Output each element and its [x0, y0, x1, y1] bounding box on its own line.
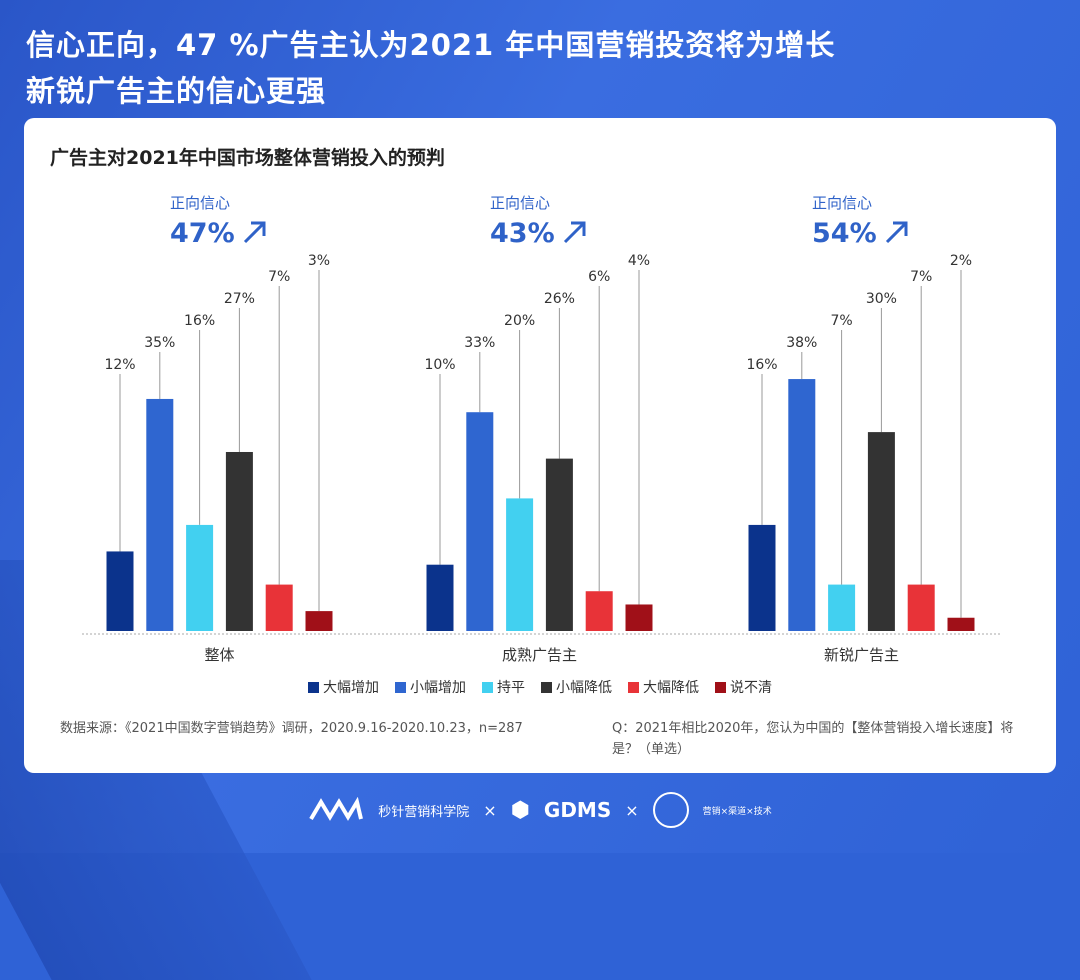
- bar-小幅增加: [146, 398, 174, 631]
- bar-大幅降低: [265, 584, 293, 631]
- data-label: 12%: [104, 357, 135, 373]
- data-label: 30%: [866, 291, 897, 307]
- data-label: 26%: [544, 291, 575, 307]
- legend-label: 大幅降低: [643, 680, 699, 696]
- source-note: 数据来源：《2021中国数字营销趋势》调研，2020.9.16-2020.10.…: [60, 721, 523, 736]
- legend-label: 持平: [497, 680, 525, 696]
- legend-item: 持平: [482, 677, 525, 697]
- bar-大幅降低: [585, 591, 613, 631]
- data-label: 38%: [786, 335, 817, 351]
- bar-持平: [828, 584, 856, 631]
- data-label: 4%: [628, 253, 650, 269]
- bar-chart: 12% 35% 16% 27% 7% 3% 整体 正向信心 47% 10% 33% 20% 26% 6% 4…: [82, 194, 1000, 664]
- bar-小幅降低: [867, 432, 895, 631]
- legend-swatch: [628, 681, 639, 693]
- positive-confidence-value: 43%: [490, 218, 555, 249]
- legend: 大幅增加 小幅增加 持平 小幅降低 大幅降低 说不清: [0, 677, 1080, 697]
- media360-logo-icon: [652, 792, 689, 828]
- arrow-up-right-icon: [563, 221, 586, 244]
- legend-label: 小幅降低: [556, 680, 612, 696]
- category-label: 新锐广告主: [824, 646, 899, 664]
- bar-持平: [186, 524, 214, 631]
- separator: ×: [625, 800, 639, 820]
- positive-confidence-label: 正向信心: [170, 194, 230, 212]
- page-title-line2: 新锐广告主的信心更强: [26, 74, 327, 108]
- bar-小幅降低: [225, 451, 253, 631]
- chart-title: 广告主对2021年中国市场整体营销投入的预判: [50, 147, 445, 169]
- data-label: 10%: [424, 357, 455, 373]
- data-label: 33%: [464, 335, 495, 351]
- data-label: 16%: [184, 313, 215, 329]
- legend-item: 小幅降低: [541, 677, 612, 697]
- positive-confidence-value: 54%: [812, 218, 877, 249]
- positive-confidence-value: 47%: [170, 218, 235, 249]
- brand-media360: 营销×渠道×技术: [702, 806, 772, 817]
- bar-说不清: [625, 604, 653, 631]
- legend-swatch: [395, 681, 406, 693]
- category-label: 成熟广告主: [502, 646, 577, 664]
- legend-swatch: [715, 681, 726, 693]
- brand-miaozhen: 秒针营销科学院: [378, 804, 470, 820]
- data-label: 7%: [268, 269, 290, 285]
- separator: ×: [483, 800, 497, 820]
- data-label: 6%: [588, 269, 610, 285]
- gdms-logo-icon: ⬢: [510, 797, 530, 823]
- arrow-up-right-icon: [243, 221, 266, 244]
- data-label: 35%: [144, 335, 175, 351]
- legend-label: 大幅增加: [323, 680, 379, 696]
- legend-item: 大幅增加: [308, 677, 379, 697]
- bar-大幅增加: [426, 564, 454, 631]
- legend-swatch: [541, 681, 552, 693]
- data-label: 7%: [910, 269, 932, 285]
- bar-小幅增加: [466, 412, 494, 631]
- legend-item: 大幅降低: [628, 677, 699, 697]
- bar-小幅降低: [545, 458, 573, 631]
- legend-item: 说不清: [715, 677, 772, 697]
- data-label: 2%: [950, 253, 972, 269]
- legend-label: 说不清: [730, 680, 772, 696]
- brand-gdms: GDMS: [543, 798, 612, 822]
- page-title-line1: 信心正向，47 %广告主认为2021 年中国营销投资将为增长: [26, 28, 836, 62]
- data-label: 3%: [308, 253, 330, 269]
- bar-说不清: [947, 617, 975, 631]
- positive-confidence-label: 正向信心: [490, 194, 550, 212]
- legend-swatch: [482, 681, 493, 693]
- question-note: Q：2021年相比2020年，您认为中国的【整体营销投入增长速度】将是？（单选）: [612, 721, 1014, 757]
- footer-logos: 秒针营销科学院 × ⬢ GDMS × 营销×渠道×技术: [0, 792, 1080, 828]
- legend-label: 小幅增加: [410, 680, 466, 696]
- bar-说不清: [305, 611, 333, 631]
- miaozhen-logo-icon: [309, 797, 364, 821]
- category-label: 整体: [204, 646, 234, 664]
- bar-持平: [506, 498, 534, 631]
- legend-swatch: [308, 681, 319, 693]
- data-label: 27%: [224, 291, 255, 307]
- data-label: 16%: [746, 357, 777, 373]
- arrow-up-right-icon: [885, 221, 908, 244]
- bar-大幅增加: [106, 551, 134, 631]
- data-label: 7%: [830, 313, 852, 329]
- bar-大幅降低: [907, 584, 935, 631]
- legend-item: 小幅增加: [395, 677, 466, 697]
- data-label: 20%: [504, 313, 535, 329]
- bar-小幅增加: [788, 379, 816, 631]
- positive-confidence-label: 正向信心: [812, 194, 872, 212]
- bar-大幅增加: [748, 524, 776, 631]
